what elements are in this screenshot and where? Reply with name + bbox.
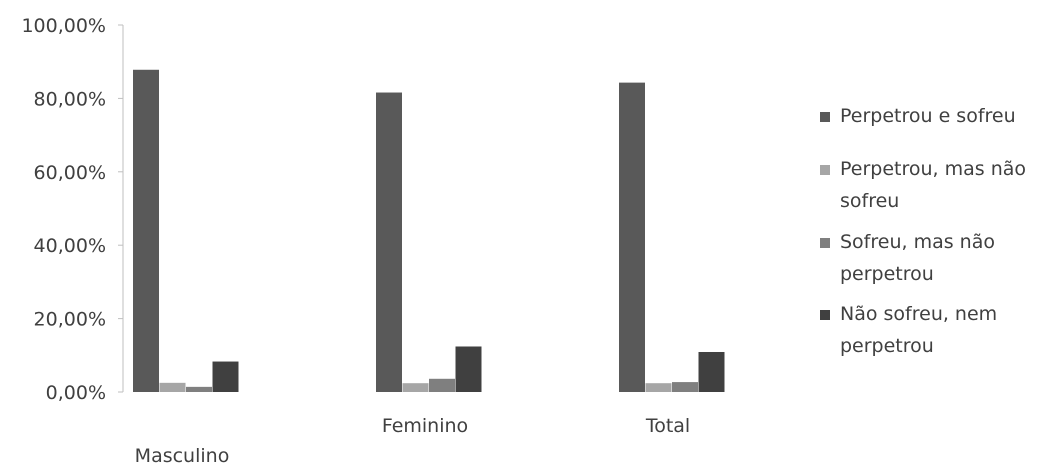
legend-item-perpetrou-mas-nao-sofreu: Perpetrou, mas não sofreu bbox=[820, 153, 1045, 217]
legend-label: Perpetrou, mas não sofreu bbox=[840, 158, 1027, 212]
legend-label: Sofreu, mas não perpetrou bbox=[840, 231, 995, 285]
legend-item-perpetrou-e-sofreu: Perpetrou e sofreu bbox=[820, 100, 1045, 132]
bar-total-4 bbox=[698, 351, 725, 392]
x-category-label: Total bbox=[645, 415, 690, 437]
legend-item-nao-sofreu-nem-perpetrou: Não sofreu, nem perpetrou bbox=[820, 298, 1045, 362]
legend-item-sofreu-mas-nao-perpetrou: Sofreu, mas não perpetrou bbox=[820, 226, 1045, 290]
x-category-label: Feminino bbox=[382, 415, 468, 437]
y-tick-label: 60,00% bbox=[34, 162, 106, 184]
bar-feminino-4 bbox=[455, 346, 482, 392]
y-tick-label: 20,00% bbox=[34, 309, 106, 331]
bar-total-3 bbox=[672, 382, 698, 392]
legend-label: Não sofreu, nem perpetrou bbox=[840, 303, 998, 357]
bars bbox=[133, 69, 725, 393]
legend-swatch bbox=[820, 165, 830, 175]
y-tick-label: 40,00% bbox=[34, 235, 106, 257]
legend-swatch bbox=[820, 238, 830, 248]
bar-feminino-2 bbox=[402, 383, 429, 392]
y-tick-label: 100,00% bbox=[21, 15, 106, 37]
y-axis: 0,00% 20,00% 40,00% 60,00% 80,00% 100,00% bbox=[21, 15, 124, 404]
bar-masculino-4 bbox=[212, 361, 239, 392]
bar-masculino-2 bbox=[159, 382, 186, 392]
legend-label: Perpetrou e sofreu bbox=[840, 105, 1016, 127]
legend-swatch bbox=[820, 112, 830, 122]
bar-masculino-1 bbox=[133, 69, 159, 393]
bar-masculino-3 bbox=[186, 386, 212, 392]
legend-swatch bbox=[820, 310, 830, 320]
bar-feminino-3 bbox=[429, 378, 455, 392]
x-category-label: Masculino bbox=[135, 445, 230, 467]
bar-feminino-1 bbox=[376, 92, 402, 392]
y-tick-label: 0,00% bbox=[46, 382, 106, 404]
bar-total-2 bbox=[645, 383, 672, 392]
y-tick-label: 80,00% bbox=[34, 88, 106, 110]
bar-total-1 bbox=[619, 82, 645, 392]
x-axis: Masculino Feminino Total bbox=[135, 415, 691, 467]
